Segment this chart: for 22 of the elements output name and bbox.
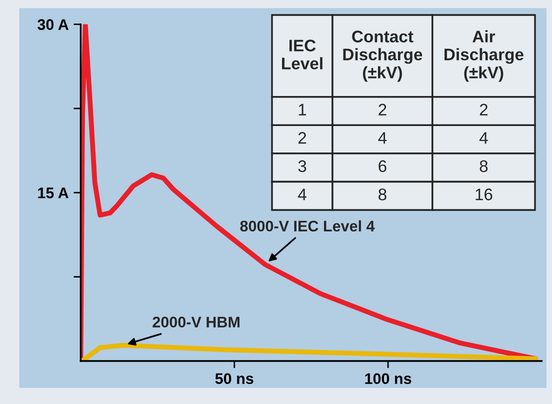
annotation: 16 (476, 188, 492, 200)
annotation: 3 (298, 160, 306, 172)
annotation: 6 (378, 160, 386, 172)
y-tick-label: 15 A (38, 188, 68, 198)
annotation: 4 (298, 188, 306, 200)
x-tick-label: 50 ns (215, 373, 254, 384)
y-tick-label: 30 A (38, 19, 68, 30)
annotation: 4 (378, 132, 387, 144)
annotation: Air Discharge (±kV) (444, 30, 524, 82)
annotation: 8 (480, 160, 488, 172)
annotation: Contact Discharge (±kV) (343, 30, 422, 82)
annotation: 2 (480, 104, 488, 116)
series-label: 8000-V IEC Level 4 (240, 220, 375, 232)
series-label: 2000-V HBM (152, 316, 240, 328)
annotation: 2 (298, 132, 306, 144)
annotation: IEC Level (282, 40, 322, 70)
annotation: 4 (479, 132, 488, 144)
annotation: 8 (378, 188, 386, 200)
annotation: 2 (378, 104, 386, 116)
annotation: 1 (298, 104, 306, 116)
line-series (80, 342, 538, 361)
x-tick-label: 100 ns (365, 373, 412, 384)
